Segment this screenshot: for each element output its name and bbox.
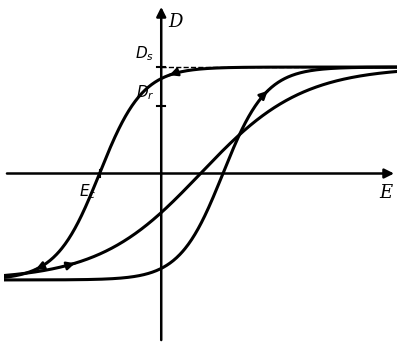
Text: $D_r$: $D_r$ — [136, 83, 154, 102]
Text: $E_c$: $E_c$ — [79, 182, 97, 201]
Text: E: E — [379, 184, 392, 202]
Text: $D_s$: $D_s$ — [136, 44, 154, 63]
Text: D: D — [168, 12, 182, 31]
